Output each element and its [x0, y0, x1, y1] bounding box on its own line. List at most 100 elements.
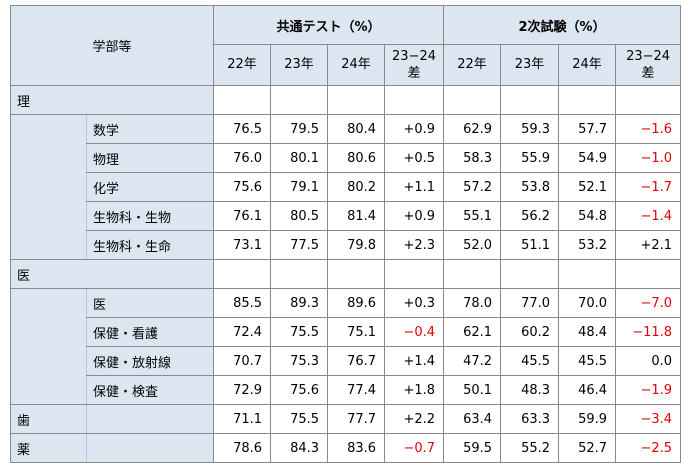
empty-cell	[270, 259, 329, 289]
common-test-score: 75.6	[213, 172, 272, 202]
empty-cell	[213, 259, 272, 289]
secondary-exam-diff: 0.0	[615, 346, 682, 376]
secondary-exam-score: 55.9	[500, 143, 560, 173]
secondary-exam-diff: −11.8	[615, 317, 682, 347]
header-year: 23年	[270, 44, 329, 86]
secondary-exam-diff: −1.0	[615, 143, 682, 173]
header-year: 22年	[213, 44, 272, 86]
common-test-score: 77.7	[327, 404, 386, 434]
department-label: 医	[85, 288, 215, 318]
group-spacer	[86, 85, 215, 115]
header-year: 24年	[327, 44, 386, 86]
secondary-exam-score: 52.1	[558, 172, 617, 202]
secondary-exam-score: 57.7	[558, 114, 617, 144]
department-label: 化学	[85, 172, 215, 202]
secondary-exam-score: 54.8	[558, 201, 617, 231]
common-test-score: 75.1	[327, 317, 386, 347]
empty-cell	[213, 85, 272, 115]
group-spacer	[10, 230, 87, 260]
group-label: 薬	[10, 433, 87, 463]
secondary-exam-score: 55.2	[500, 433, 560, 463]
common-test-score: 84.3	[270, 433, 329, 463]
header-diff-range: 23−24	[392, 49, 437, 64]
empty-cell	[615, 85, 682, 115]
secondary-exam-score: 46.4	[558, 375, 617, 405]
common-test-diff: +0.3	[384, 288, 445, 318]
secondary-exam-score: 53.2	[558, 230, 617, 260]
secondary-exam-score: 58.3	[443, 143, 502, 173]
empty-cell	[558, 259, 617, 289]
header-common-test: 共通テスト（%）	[213, 5, 445, 45]
common-test-diff: +2.3	[384, 230, 445, 260]
common-test-score: 76.5	[213, 114, 272, 144]
secondary-exam-score: 52.7	[558, 433, 617, 463]
secondary-exam-score: 52.0	[443, 230, 502, 260]
secondary-exam-diff: −2.5	[615, 433, 682, 463]
secondary-exam-score: 77.0	[500, 288, 560, 318]
group-label: 医	[10, 259, 87, 289]
empty-cell	[615, 259, 682, 289]
table-row: 生物科・生物 76.1 80.5 81.4 +0.9 55.1 56.2 54.8 −1.4	[10, 201, 682, 231]
secondary-exam-score: 59.3	[500, 114, 560, 144]
header-diff-range: 23−24	[626, 49, 671, 64]
empty-cell	[500, 259, 560, 289]
group-label: 歯	[10, 404, 87, 434]
table-row: 歯 71.1 75.5 77.7 +2.2 63.4 63.3 59.9 −3.4	[10, 404, 682, 434]
common-test-score: 79.8	[327, 230, 386, 260]
common-test-score: 72.4	[213, 317, 272, 347]
group-spacer	[10, 201, 87, 231]
common-test-score: 71.1	[213, 404, 272, 434]
group-spacer	[10, 346, 87, 376]
secondary-exam-score: 55.1	[443, 201, 502, 231]
secondary-exam-score: 63.3	[500, 404, 560, 434]
group-label: 理	[10, 85, 87, 115]
common-test-score: 85.5	[213, 288, 272, 318]
empty-cell	[384, 85, 445, 115]
group-spacer	[10, 288, 87, 318]
common-test-diff: −0.4	[384, 317, 445, 347]
department-label: 保健・放射線	[85, 346, 215, 376]
common-test-score: 77.4	[327, 375, 386, 405]
table-row: 薬 78.6 84.3 83.6 −0.7 59.5 55.2 52.7 −2.5	[10, 433, 682, 463]
secondary-exam-score: 62.9	[443, 114, 502, 144]
common-test-diff: +1.4	[384, 346, 445, 376]
common-test-score: 75.3	[270, 346, 329, 376]
common-test-diff: +0.9	[384, 201, 445, 231]
secondary-exam-score: 47.2	[443, 346, 502, 376]
table-row: 保健・検査 72.9 75.6 77.4 +1.8 50.1 48.3 46.4 −1.9	[10, 375, 682, 405]
secondary-exam-score: 45.5	[558, 346, 617, 376]
secondary-exam-diff: −3.4	[615, 404, 682, 434]
header-year: 22年	[443, 44, 502, 86]
secondary-exam-score: 45.5	[500, 346, 560, 376]
common-test-diff: +0.9	[384, 114, 445, 144]
empty-cell	[443, 259, 502, 289]
common-test-score: 76.1	[213, 201, 272, 231]
common-test-score: 80.2	[327, 172, 386, 202]
secondary-exam-score: 59.9	[558, 404, 617, 434]
common-test-score: 75.6	[270, 375, 329, 405]
common-test-score: 76.7	[327, 346, 386, 376]
table-row: 保健・看護 72.4 75.5 75.1 −0.4 62.1 60.2 48.4 −11.8	[10, 317, 682, 347]
common-test-score: 80.6	[327, 143, 386, 173]
empty-cell	[384, 259, 445, 289]
group-spacer	[86, 259, 215, 289]
common-test-score: 75.5	[270, 317, 329, 347]
empty-cell	[327, 85, 386, 115]
secondary-exam-score: 62.1	[443, 317, 502, 347]
department-label: 数学	[85, 114, 215, 144]
common-test-score: 81.4	[327, 201, 386, 231]
secondary-exam-score: 63.4	[443, 404, 502, 434]
common-test-score: 80.5	[270, 201, 329, 231]
secondary-exam-score: 54.9	[558, 143, 617, 173]
secondary-exam-score: 48.4	[558, 317, 617, 347]
group-spacer	[10, 375, 87, 405]
secondary-exam-score: 60.2	[500, 317, 560, 347]
department-label: 保健・看護	[85, 317, 215, 347]
secondary-exam-diff: −1.9	[615, 375, 682, 405]
secondary-exam-diff: +2.1	[615, 230, 682, 260]
secondary-exam-score: 56.2	[500, 201, 560, 231]
secondary-exam-diff: −1.7	[615, 172, 682, 202]
common-test-score: 79.5	[270, 114, 329, 144]
common-test-score: 75.5	[270, 404, 329, 434]
header-department: 学部等	[9, 5, 215, 86]
